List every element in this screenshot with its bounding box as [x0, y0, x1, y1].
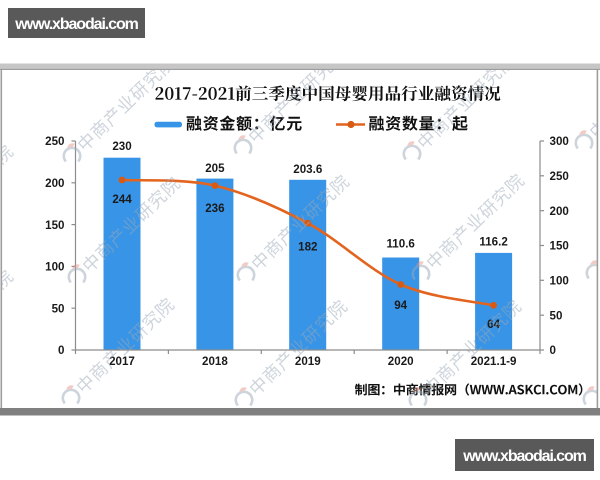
- svg-text:0: 0: [58, 344, 64, 357]
- svg-text:0: 0: [550, 344, 556, 357]
- svg-text:200: 200: [45, 177, 64, 190]
- svg-text:182: 182: [298, 241, 317, 254]
- svg-text:100: 100: [45, 261, 64, 274]
- svg-text:250: 250: [45, 135, 64, 148]
- svg-text:100: 100: [550, 275, 569, 288]
- svg-text:2017: 2017: [109, 355, 135, 368]
- svg-text:250: 250: [550, 170, 569, 183]
- svg-text:203.6: 203.6: [293, 163, 323, 176]
- svg-text:2020: 2020: [388, 355, 414, 368]
- svg-text:110.6: 110.6: [387, 237, 416, 250]
- svg-text:2019: 2019: [295, 355, 321, 368]
- svg-text:300: 300: [550, 135, 569, 148]
- svg-text:150: 150: [550, 240, 569, 253]
- svg-text:50: 50: [52, 302, 65, 315]
- svg-text:244: 244: [112, 193, 132, 206]
- svg-text:2021.1-9: 2021.1-9: [471, 355, 517, 368]
- svg-text:94: 94: [394, 299, 407, 312]
- svg-text:116.2: 116.2: [479, 236, 507, 249]
- svg-text:2018: 2018: [202, 355, 228, 368]
- svg-text:200: 200: [550, 205, 569, 218]
- svg-text:236: 236: [205, 202, 225, 215]
- svg-text:150: 150: [45, 219, 64, 232]
- svg-text:230: 230: [112, 140, 131, 153]
- svg-text:50: 50: [550, 309, 563, 322]
- svg-text:205: 205: [205, 162, 225, 175]
